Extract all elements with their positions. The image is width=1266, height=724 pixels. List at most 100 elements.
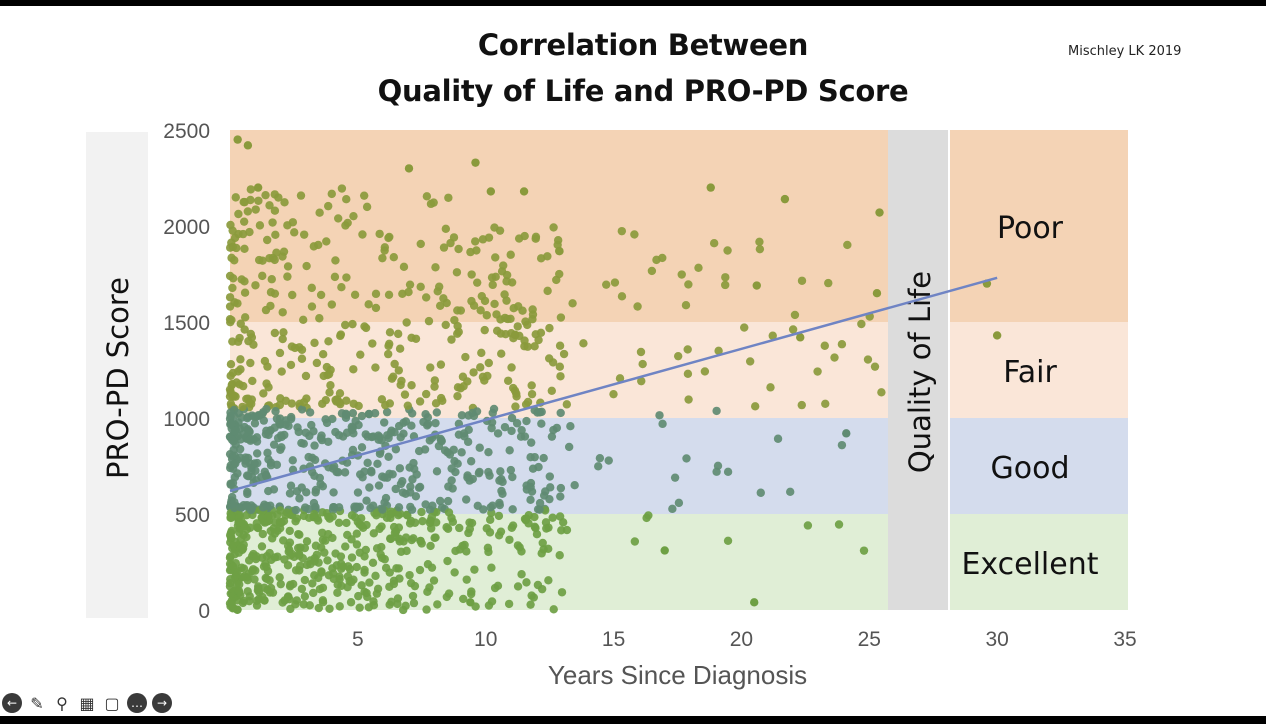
data-point — [369, 529, 378, 538]
data-point — [357, 581, 366, 590]
data-point — [234, 209, 243, 219]
data-point — [461, 352, 470, 362]
data-point — [466, 457, 476, 466]
data-point — [246, 195, 255, 205]
data-point — [415, 565, 425, 575]
data-point — [520, 514, 530, 524]
data-point — [294, 549, 304, 558]
data-point — [421, 500, 430, 509]
data-point — [335, 398, 344, 407]
data-point — [437, 436, 446, 446]
data-point — [556, 408, 565, 418]
data-point — [409, 458, 418, 468]
data-point — [476, 306, 485, 315]
data-point — [315, 584, 325, 594]
data-point — [271, 230, 280, 240]
data-point — [548, 513, 557, 522]
data-point — [750, 598, 759, 607]
data-point — [637, 376, 646, 386]
data-point — [395, 574, 404, 583]
data-point — [484, 601, 494, 610]
data-point — [307, 283, 316, 293]
data-point — [299, 398, 309, 407]
data-point — [421, 293, 431, 302]
data-point — [471, 237, 480, 246]
more-icon[interactable]: … — [127, 693, 147, 713]
data-point — [424, 316, 434, 326]
data-point — [335, 389, 345, 398]
data-point — [283, 262, 293, 271]
data-point — [290, 343, 300, 353]
data-point — [263, 362, 272, 371]
data-point — [415, 397, 425, 406]
forward-icon[interactable]: → — [152, 693, 172, 713]
data-point — [286, 481, 296, 490]
data-point — [405, 519, 415, 528]
y-tick-label: 1000 — [163, 408, 210, 431]
data-point — [297, 584, 307, 594]
data-point — [430, 533, 439, 543]
data-point — [337, 581, 346, 591]
data-point — [521, 317, 530, 326]
data-point — [246, 185, 256, 194]
data-point — [227, 238, 236, 247]
data-point — [238, 229, 248, 239]
data-point — [275, 573, 284, 582]
data-point — [257, 513, 267, 523]
data-point — [433, 600, 442, 609]
data-point — [231, 459, 240, 468]
data-point — [291, 505, 301, 515]
data-point — [362, 202, 372, 212]
data-point — [301, 428, 310, 437]
data-point — [377, 522, 386, 531]
data-point — [431, 418, 440, 428]
data-point — [299, 315, 308, 325]
data-point — [238, 572, 247, 582]
back-icon[interactable]: ← — [2, 693, 22, 713]
captions-icon[interactable]: ▦ — [79, 693, 95, 713]
data-point — [513, 582, 523, 591]
data-point — [388, 372, 398, 381]
data-point — [231, 193, 240, 202]
data-point — [416, 536, 425, 546]
data-point — [296, 191, 306, 200]
data-point — [870, 362, 880, 371]
data-point — [247, 395, 257, 404]
data-point — [549, 605, 558, 614]
data-point — [328, 414, 337, 424]
pen-icon[interactable]: ✎ — [30, 693, 44, 713]
data-point — [283, 561, 293, 570]
data-point — [310, 510, 319, 519]
data-point — [436, 393, 446, 403]
data-point — [756, 488, 765, 497]
data-point — [331, 256, 340, 265]
data-point — [466, 247, 475, 257]
data-point — [444, 508, 454, 517]
data-point — [276, 506, 285, 515]
data-point — [579, 339, 588, 348]
data-point — [542, 524, 551, 533]
data-point — [240, 288, 250, 297]
data-point — [668, 504, 677, 514]
data-point — [437, 503, 447, 512]
data-point — [604, 456, 613, 465]
data-point — [255, 221, 265, 230]
data-point — [379, 418, 389, 427]
video-off-icon[interactable]: ▢ — [104, 693, 120, 713]
data-point — [788, 325, 798, 334]
data-point — [232, 243, 241, 253]
data-point — [790, 310, 800, 320]
data-point — [447, 464, 456, 473]
data-point — [254, 594, 264, 604]
data-point — [406, 488, 415, 497]
data-point — [280, 430, 289, 440]
data-point — [258, 529, 268, 539]
data-point — [421, 409, 430, 419]
zoom-icon[interactable]: ⚲ — [56, 693, 68, 713]
data-point — [488, 280, 497, 290]
data-point — [485, 515, 495, 524]
data-point — [456, 384, 465, 393]
data-point — [444, 482, 453, 491]
data-point — [334, 518, 344, 528]
data-point — [253, 523, 262, 532]
